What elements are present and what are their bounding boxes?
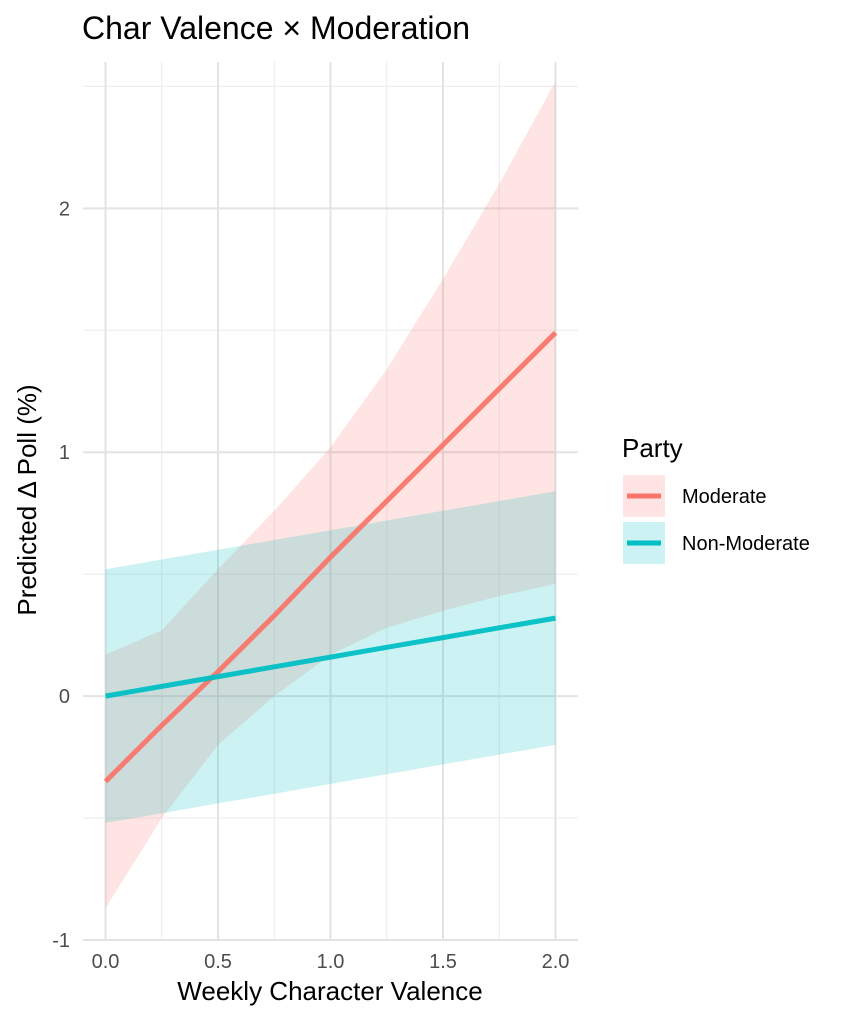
y-tick-label: 1 <box>59 442 70 464</box>
chart-title: Char Valence × Moderation <box>82 10 470 46</box>
y-tick-label: 0 <box>59 686 70 708</box>
x-tick-label: 2.0 <box>542 951 570 973</box>
x-tick-label: 0.0 <box>92 951 120 973</box>
legend-title: Party <box>622 433 683 463</box>
grid-major <box>83 62 578 941</box>
x-axis-title: Weekly Character Valence <box>177 976 482 1006</box>
ribbon-moderate <box>105 81 556 909</box>
y-tick-label: 2 <box>59 198 70 220</box>
y-tick-label: -1 <box>52 930 70 952</box>
legend-label-non-moderate: Non-Moderate <box>682 533 810 555</box>
legend: Party Moderate Non-Moderate <box>622 433 810 564</box>
legend-label-moderate: Moderate <box>682 486 767 508</box>
y-axis-title: Predicted Δ Poll (%) <box>12 384 42 615</box>
y-axis-ticks: -1 0 1 2 <box>52 198 70 952</box>
x-axis-ticks: 0.0 0.5 1.0 1.5 2.0 <box>92 951 570 973</box>
x-tick-label: 0.5 <box>204 951 232 973</box>
x-tick-label: 1.5 <box>429 951 457 973</box>
line-non-moderate <box>105 615 556 699</box>
x-tick-label: 1.0 <box>317 951 345 973</box>
series-lines <box>103 330 558 784</box>
line-moderate <box>103 330 558 784</box>
